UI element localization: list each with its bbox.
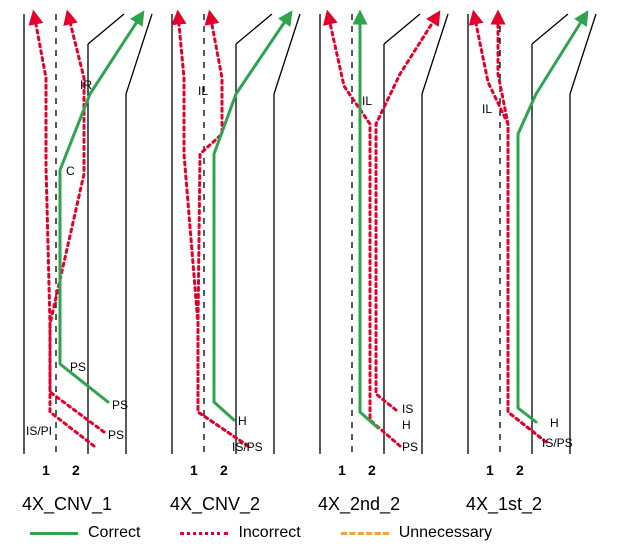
lane-number: 1 xyxy=(42,462,50,478)
annotation-label: H xyxy=(402,418,411,432)
legend-item-correct: Correct xyxy=(30,524,140,542)
annotation-label: IR xyxy=(80,78,92,92)
legend-label: Unnecessary xyxy=(399,524,492,542)
legend-item-incorrect: Incorrect xyxy=(180,524,300,542)
legend-label: Correct xyxy=(88,524,140,542)
panel-title: 4X_CNV_1 xyxy=(22,494,112,515)
legend-item-unnecessary: Unnecessary xyxy=(341,524,492,542)
annotation-label: PS xyxy=(402,440,418,454)
annotation-label: IL xyxy=(362,94,372,108)
annotation-label: IL xyxy=(482,102,492,116)
legend-swatch xyxy=(180,532,228,535)
diagram-svg xyxy=(0,0,624,552)
annotation-label: PS xyxy=(70,360,86,374)
annotation-label: PS xyxy=(112,398,128,412)
lane-number: 2 xyxy=(72,462,80,478)
lane-number: 2 xyxy=(516,462,524,478)
lane-number: 1 xyxy=(190,462,198,478)
lane-number: 1 xyxy=(338,462,346,478)
lane-number: 1 xyxy=(486,462,494,478)
figure: { "figure": { "width": 624, "height": 55… xyxy=(0,0,624,552)
legend-label: Incorrect xyxy=(238,524,300,542)
panel-title: 4X_1st_2 xyxy=(466,494,542,515)
annotation-label: IS xyxy=(402,402,413,416)
annotation-label: PS xyxy=(108,428,124,442)
panel-title: 4X_2nd_2 xyxy=(318,494,400,515)
lane-number: 2 xyxy=(220,462,228,478)
legend: Correct Incorrect Unnecessary xyxy=(30,524,492,542)
annotation-label: H xyxy=(238,414,247,428)
lane-number: 2 xyxy=(368,462,376,478)
annotation-label: IS/PS xyxy=(232,440,263,454)
annotation-label: IS/PI xyxy=(26,424,52,438)
annotation-label: IS/PS xyxy=(542,436,573,450)
panel-title: 4X_CNV_2 xyxy=(170,494,260,515)
legend-swatch xyxy=(341,532,389,535)
annotation-label: C xyxy=(66,164,75,178)
annotation-label: H xyxy=(550,416,559,430)
annotation-label: IL xyxy=(198,84,208,98)
legend-swatch xyxy=(30,532,78,535)
